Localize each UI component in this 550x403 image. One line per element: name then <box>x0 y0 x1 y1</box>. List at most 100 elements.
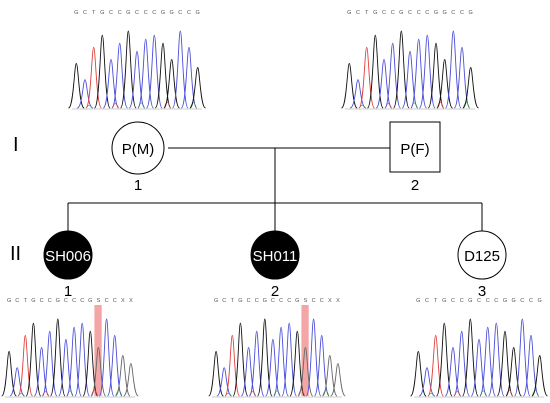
chromatogram-II-2-base-call: C <box>247 298 251 304</box>
chromatogram-II-3-base-call: C <box>477 298 481 304</box>
chromatogram-II-1-base-call: G <box>88 298 92 304</box>
chromatogram-II-2-base-call: C <box>312 298 316 304</box>
chromatogram-II-2-peak <box>208 350 224 397</box>
chromatogram-II-2-base-call: C <box>287 298 291 304</box>
chromatogram-I-1-peak <box>163 58 180 109</box>
generation-label-II: II <box>10 243 21 265</box>
chromatogram-II-2-peak <box>240 346 257 397</box>
chromatogram-I-2-peak <box>427 42 445 109</box>
chromatogram-II-1-base-call: C <box>48 298 52 304</box>
chromatogram-II-1-base-call: C <box>105 298 109 304</box>
chromatogram-I-1-base-call: G <box>74 10 78 16</box>
chromatogram-II-2-base-call: G <box>263 298 267 304</box>
chromatogram-I-2-base-call: C <box>460 10 464 16</box>
chromatogram-II-1-base-call: S <box>97 298 101 304</box>
individual-II-1-label: SH006 <box>45 248 91 265</box>
chromatogram-II-2-minor-peak <box>322 390 330 397</box>
chromatogram-I-1-base-call: G <box>100 10 104 16</box>
chromatogram-II-3-base-call: C <box>486 298 490 304</box>
chromatogram-II-1-base-call: X <box>121 298 125 304</box>
chromatogram-II-2-base-call: S <box>304 298 308 304</box>
chromatogram-I-2-base-call: C <box>356 10 360 16</box>
chromatogram-I-1-peak <box>68 62 85 109</box>
chromatogram-II-1-minor-peak <box>66 390 74 397</box>
chromatogram-II-3-peak <box>462 318 479 397</box>
individual-I-2-symbol <box>389 121 441 173</box>
chromatogram-II-2-peak <box>216 367 232 397</box>
individual-II-2-symbol <box>250 230 300 280</box>
chromatogram-II-1-base-call: C <box>113 298 117 304</box>
chromatogram-II-3-base-call: C <box>529 298 533 304</box>
chromatogram-I-2-peak <box>393 30 410 109</box>
chromatogram-II-3-peak <box>488 322 505 397</box>
chromatogram-I-2-minor-peak <box>462 102 470 109</box>
chromatogram-II-2-base-call: X <box>336 298 340 304</box>
chromatogram-I-1-minor-peak <box>189 102 197 109</box>
chromatogram-I-1-base-call: C <box>187 10 191 16</box>
chromatogram-I-2-base-call: C <box>425 10 429 16</box>
chromatogram-II-2-peak <box>281 322 297 397</box>
chromatogram-I-2-peak <box>341 62 358 109</box>
chromatogram-I-2-peak <box>445 30 462 109</box>
chromatogram-I-1-peak <box>120 30 137 109</box>
chromatogram-II-2-base-call: C <box>279 298 283 304</box>
chromatogram-II-1-base-call: C <box>15 298 19 304</box>
chromatogram-II-1-base-call: X <box>129 298 133 304</box>
chromatogram-II-2-base-call: C <box>271 298 275 304</box>
individual-I-2-number: 2 <box>411 177 419 194</box>
chromatogram-II-3-peak <box>436 322 453 397</box>
chromatogram-I-1-peak <box>94 34 111 109</box>
chromatogram-I-2-base-call: G <box>434 10 438 16</box>
individual-II-1-symbol <box>43 230 93 280</box>
individual-II-3-symbol <box>457 230 507 280</box>
chromatogram-II-3-peak <box>410 350 427 397</box>
chromatogram-I-2-base-call: C <box>391 10 395 16</box>
chromatogram-II-2-base-call: X <box>328 298 332 304</box>
chromatogram-II-3-base-call: C <box>451 298 455 304</box>
chromatogram-I-2-peak <box>436 58 453 109</box>
pedigree-lines <box>67 147 483 232</box>
chromatogram-II-2-peak <box>232 322 249 397</box>
chromatogram-II-2-peak <box>330 363 346 397</box>
chromatogram-II-3-base-call: G <box>503 298 507 304</box>
chromatogram-I-1-peak <box>172 30 189 109</box>
chromatogram-II-1-peak <box>82 330 99 397</box>
chromatogram-II-3-peak <box>418 367 436 397</box>
chromatogram-I-2-peak <box>453 46 471 109</box>
chromatogram-II-3-peak <box>514 318 531 397</box>
chromatogram-II-1-base-call: G <box>7 298 11 304</box>
chromatogram-I-2-peak <box>419 34 436 109</box>
individual-I-1-number: 1 <box>134 177 142 194</box>
individual-II-3-label: D125 <box>464 248 500 265</box>
chromatogram-I-1-base-call: C <box>109 10 113 16</box>
individual-II-1-number: 1 <box>64 283 72 300</box>
chromatogram-II-1-base-call: T <box>24 298 28 304</box>
chromatogram-I-2-base-call: G <box>347 10 351 16</box>
chromatogram-II-1-peak <box>123 363 139 397</box>
chromatogram-I-2-base-call: C <box>382 10 386 16</box>
chromatogram-I-2-peak <box>462 67 479 109</box>
chromatogram-II-3-base-call: C <box>425 298 429 304</box>
chromatogram-II-1-base-call: C <box>64 298 68 304</box>
individual-I-1-symbol <box>111 121 165 175</box>
chromatogram-I-2-base-call: G <box>469 10 473 16</box>
individual-II-3-number: 3 <box>478 283 486 300</box>
chromatogram-I-2-peak <box>349 79 367 109</box>
chromatogram-I-1-base-call: C <box>83 10 87 16</box>
chromatogram-II-1-peak <box>9 367 25 397</box>
chromatogram-I-1-base-call: C <box>178 10 182 16</box>
chromatogram-II-2-peak <box>289 330 306 397</box>
chromatogram-II-1-minor-peak <box>91 389 98 397</box>
chromatogram-I-2-peak <box>367 34 384 109</box>
chromatogram-II-1-peak <box>74 322 90 397</box>
chromatogram-II-3-base-call: G <box>442 298 446 304</box>
chromatogram-I-1-peak <box>180 46 198 109</box>
chromatogram-I-1-base-call: C <box>118 10 122 16</box>
chromatogram-II-2-base-call: G <box>214 298 218 304</box>
chromatogram-II-1-base-call: G <box>56 298 60 304</box>
chromatogram-II-3-peak <box>496 330 514 397</box>
chromatogram-II-3-base-call: C <box>494 298 498 304</box>
